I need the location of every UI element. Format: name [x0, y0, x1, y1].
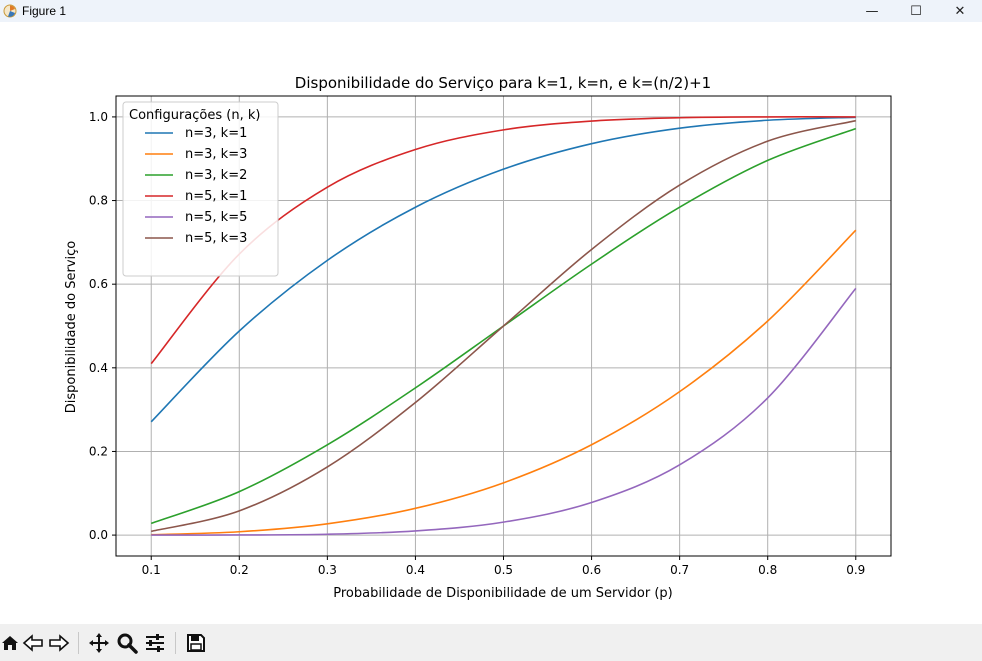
figure-canvas: 0.1 0.2 0.3 0.4 0.5 0.6 0.7 0.8 0.9 0.0 0.2 0.4 0.6 0… — [0, 22, 982, 622]
minimize-icon[interactable]: — — [865, 3, 879, 19]
legend-items: n=3, k=1 n=3, k=3 n=3, k=2 n=5, k=1 n=5, k=5… — [145, 126, 247, 246]
x-tick-label: 0.8 — [758, 563, 777, 577]
matplotlib-icon — [2, 3, 18, 19]
navigation-toolbar — [0, 624, 982, 661]
x-tick-label: 0.9 — [846, 563, 865, 577]
x-axis-label: Probabilidade de Disponibilidade de um S… — [333, 586, 672, 601]
y-tick-label: 1.0 — [89, 110, 108, 124]
y-tick-label: 0.6 — [89, 277, 108, 291]
chart-title: Disponibilidade do Serviço para k=1, k=n… — [295, 74, 711, 92]
zoom-icon[interactable] — [113, 628, 141, 658]
line-chart: 0.1 0.2 0.3 0.4 0.5 0.6 0.7 0.8 0.9 0.0 0.2 0.4 0.6 0… — [64, 74, 892, 601]
x-tick-label: 0.4 — [406, 563, 425, 577]
series-line-5 — [151, 287, 857, 536]
legend-label: n=5, k=1 — [185, 189, 247, 204]
window-controls: — ☐ ✕ — [850, 0, 982, 22]
x-tick-label: 0.3 — [318, 563, 337, 577]
save-icon[interactable] — [182, 628, 210, 658]
x-tick-label: 0.5 — [494, 563, 513, 577]
home-icon[interactable] — [0, 628, 20, 658]
configure-subplots-icon[interactable] — [141, 628, 169, 658]
y-tick-label: 0.2 — [89, 444, 108, 458]
pan-icon[interactable] — [85, 628, 113, 658]
legend-label: n=3, k=1 — [185, 126, 247, 141]
forward-icon[interactable] — [46, 628, 72, 658]
legend-label: n=3, k=3 — [185, 147, 247, 162]
ticks: 0.1 0.2 0.3 0.4 0.5 0.6 0.7 0.8 0.9 0.0 0.2 0.4 0.6 0… — [89, 110, 865, 577]
y-tick-label: 0.8 — [89, 194, 108, 208]
y-axis-label: Disponibilidade do Serviço — [64, 241, 79, 414]
back-icon[interactable] — [20, 628, 46, 658]
series-line-6 — [151, 119, 856, 533]
toolbar-separator — [78, 631, 79, 654]
series-line-2 — [151, 229, 857, 536]
x-tick-label: 0.6 — [582, 563, 601, 577]
x-tick-label: 0.7 — [670, 563, 689, 577]
window-titlebar: Figure 1 — ☐ ✕ — [0, 0, 982, 22]
legend-box — [122, 101, 279, 277]
legend-label: n=3, k=2 — [185, 168, 247, 183]
legend[interactable]: Configurações (n, k) n=3, k=1n=3, k=3n=3… — [122, 101, 279, 277]
y-tick-label: 0.0 — [89, 528, 108, 542]
legend-label: n=5, k=5 — [185, 210, 247, 225]
window-title: Figure 1 — [22, 4, 67, 18]
y-tick-label: 0.4 — [89, 361, 108, 375]
maximize-icon[interactable]: ☐ — [910, 3, 922, 19]
legend-title: Configurações (n, k) — [129, 108, 260, 123]
x-tick-label: 0.1 — [142, 563, 161, 577]
toolbar-separator — [175, 631, 176, 654]
legend-label: n=5, k=3 — [185, 231, 247, 246]
grid — [116, 96, 891, 556]
x-tick-label: 0.2 — [230, 563, 249, 577]
close-icon[interactable]: ✕ — [954, 3, 966, 19]
series-line-1 — [150, 116, 856, 423]
